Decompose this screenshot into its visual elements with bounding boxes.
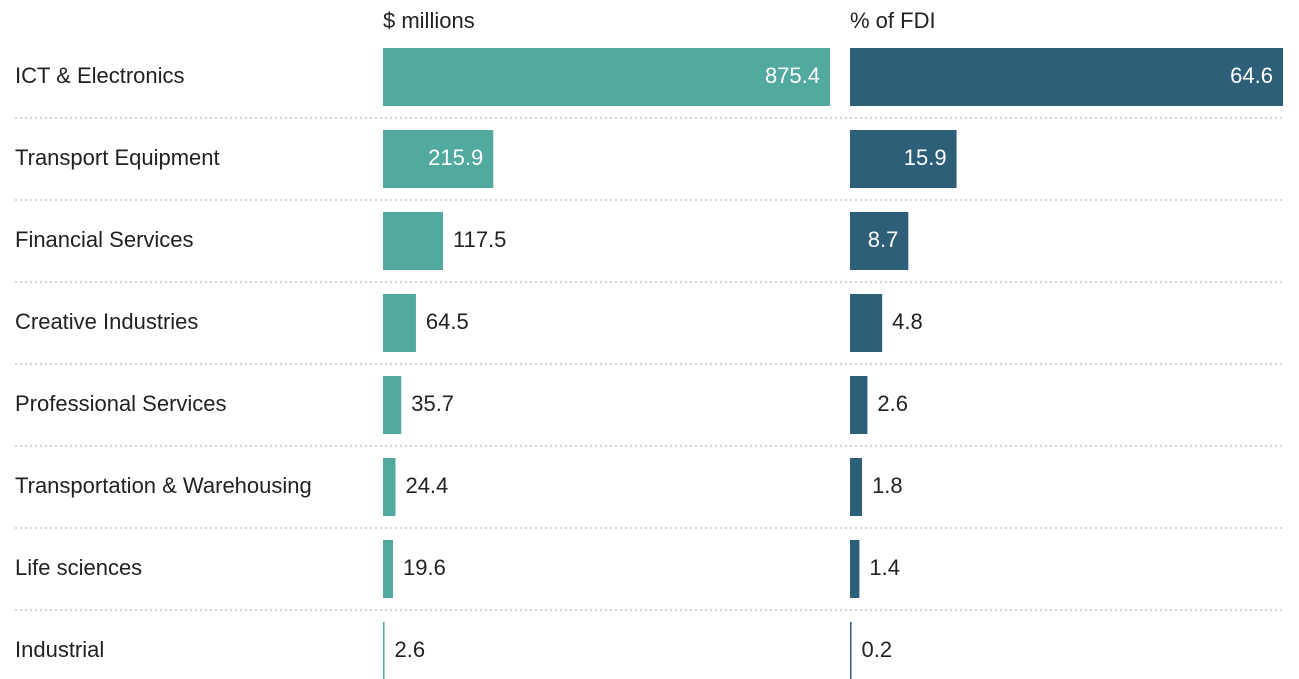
bar xyxy=(383,622,385,679)
bar xyxy=(383,540,394,598)
column-header: % of FDI xyxy=(850,8,936,33)
value-label: 1.8 xyxy=(872,473,903,498)
bar xyxy=(383,212,443,270)
row-label: Transportation & Warehousing xyxy=(15,473,312,498)
bar xyxy=(850,294,883,352)
bar xyxy=(850,130,957,188)
bar xyxy=(383,130,494,188)
bar xyxy=(850,458,863,516)
value-label: 875.4 xyxy=(765,63,820,88)
row-label: Creative Industries xyxy=(15,309,198,334)
row-label: Life sciences xyxy=(15,555,142,580)
value-label: 215.9 xyxy=(428,145,483,170)
value-label: 0.2 xyxy=(862,637,893,662)
row-label: ICT & Electronics xyxy=(15,63,185,88)
row-label: Industrial xyxy=(15,637,104,662)
value-label: 15.9 xyxy=(904,145,947,170)
bar xyxy=(850,48,1283,106)
row-label: Professional Services xyxy=(15,391,227,416)
value-label: 1.4 xyxy=(869,555,900,580)
bar xyxy=(383,458,396,516)
bar xyxy=(850,622,852,679)
value-label: 64.5 xyxy=(426,309,469,334)
bar xyxy=(383,48,830,106)
value-label: 4.8 xyxy=(892,309,923,334)
bar xyxy=(383,294,416,352)
value-label: 8.7 xyxy=(868,227,899,252)
row-label: Financial Services xyxy=(15,227,194,252)
bar xyxy=(850,212,909,270)
value-label: 19.6 xyxy=(403,555,446,580)
bar xyxy=(850,376,868,434)
bar xyxy=(850,540,860,598)
value-label: 2.6 xyxy=(395,637,426,662)
row-label: Transport Equipment xyxy=(15,145,220,170)
column-header: $ millions xyxy=(383,8,475,33)
value-label: 35.7 xyxy=(411,391,454,416)
value-label: 2.6 xyxy=(877,391,908,416)
value-label: 24.4 xyxy=(405,473,448,498)
bar xyxy=(383,376,402,434)
value-label: 117.5 xyxy=(453,227,506,252)
value-label: 64.6 xyxy=(1230,63,1273,88)
